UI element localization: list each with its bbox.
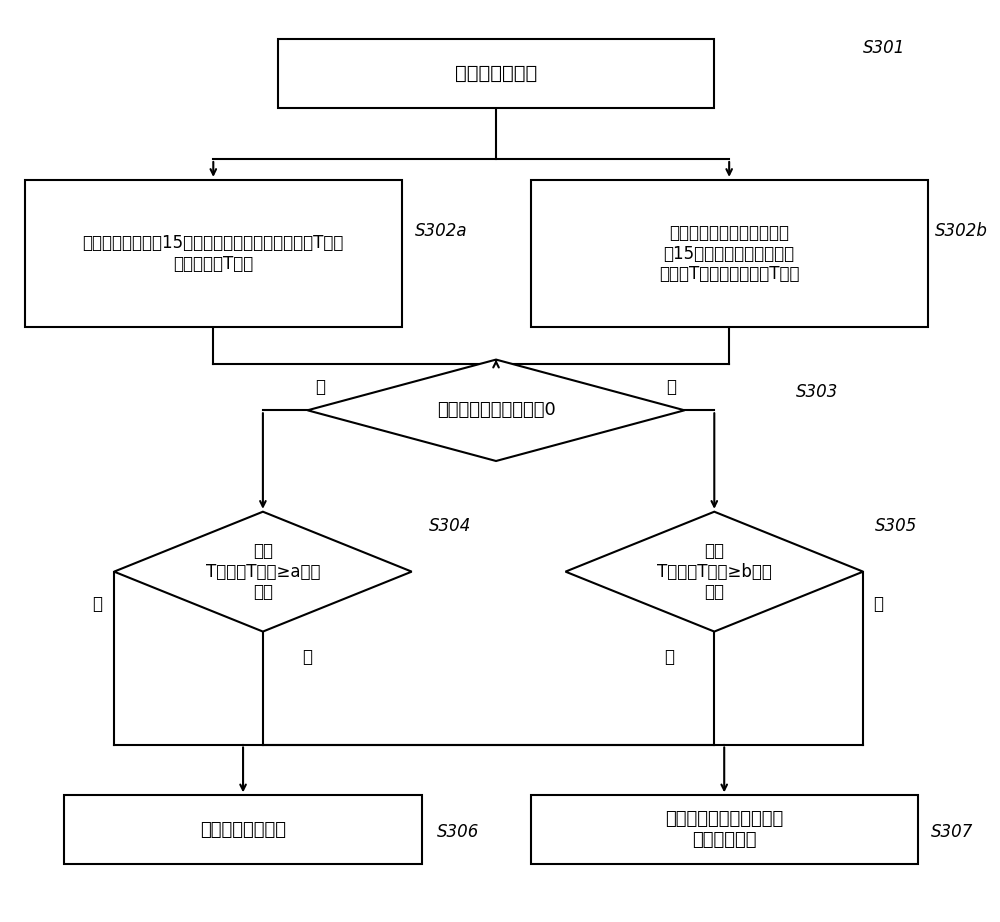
Text: 压缩机开始运行: 压缩机开始运行 [455,65,537,83]
Text: S302b: S302b [935,221,987,240]
Bar [25,180,402,327]
Bar [531,795,918,865]
Bar [64,795,422,865]
Text: 确定排气温度异常低温，
压缩机不可靠: 确定排气温度异常低温， 压缩机不可靠 [665,810,783,849]
Bar [278,39,714,108]
Text: S303: S303 [796,383,838,401]
Text: 在压缩机退出化霜后连续运
行15分钟时，获取此时的排
气温度T排气和出水温度T出水: 在压缩机退出化霜后连续运 行15分钟时，获取此时的排 气温度T排气和出水温度T出… [659,224,799,283]
Text: 判断
T排气－T出水≥b是否
成立: 判断 T排气－T出水≥b是否 成立 [657,542,772,601]
Text: S306: S306 [437,822,479,841]
Text: S301: S301 [863,39,905,57]
Text: 是: 是 [92,595,102,613]
Text: S302a: S302a [415,221,467,240]
Polygon shape [308,360,685,461]
Polygon shape [565,512,863,632]
Text: 否: 否 [303,648,313,667]
Text: 判断温水阀步数是否为0: 判断温水阀步数是否为0 [437,401,555,420]
Text: 在压缩机连续运行15分钟时，获取此时的排气温度T排气
和出水温度T出水: 在压缩机连续运行15分钟时，获取此时的排气温度T排气 和出水温度T出水 [83,234,344,273]
Text: 否: 否 [873,595,883,613]
Text: S305: S305 [875,516,917,535]
Text: 是: 是 [665,648,675,667]
Text: 否: 否 [667,378,677,396]
Text: S307: S307 [931,822,973,841]
Text: 确定排气温度正常: 确定排气温度正常 [200,821,286,839]
Polygon shape [114,512,412,632]
Bar [531,180,928,327]
Text: 判断
T排气－T出水≥a是否
成立: 判断 T排气－T出水≥a是否 成立 [206,542,320,601]
Text: S304: S304 [429,516,471,535]
Text: 是: 是 [315,378,325,396]
